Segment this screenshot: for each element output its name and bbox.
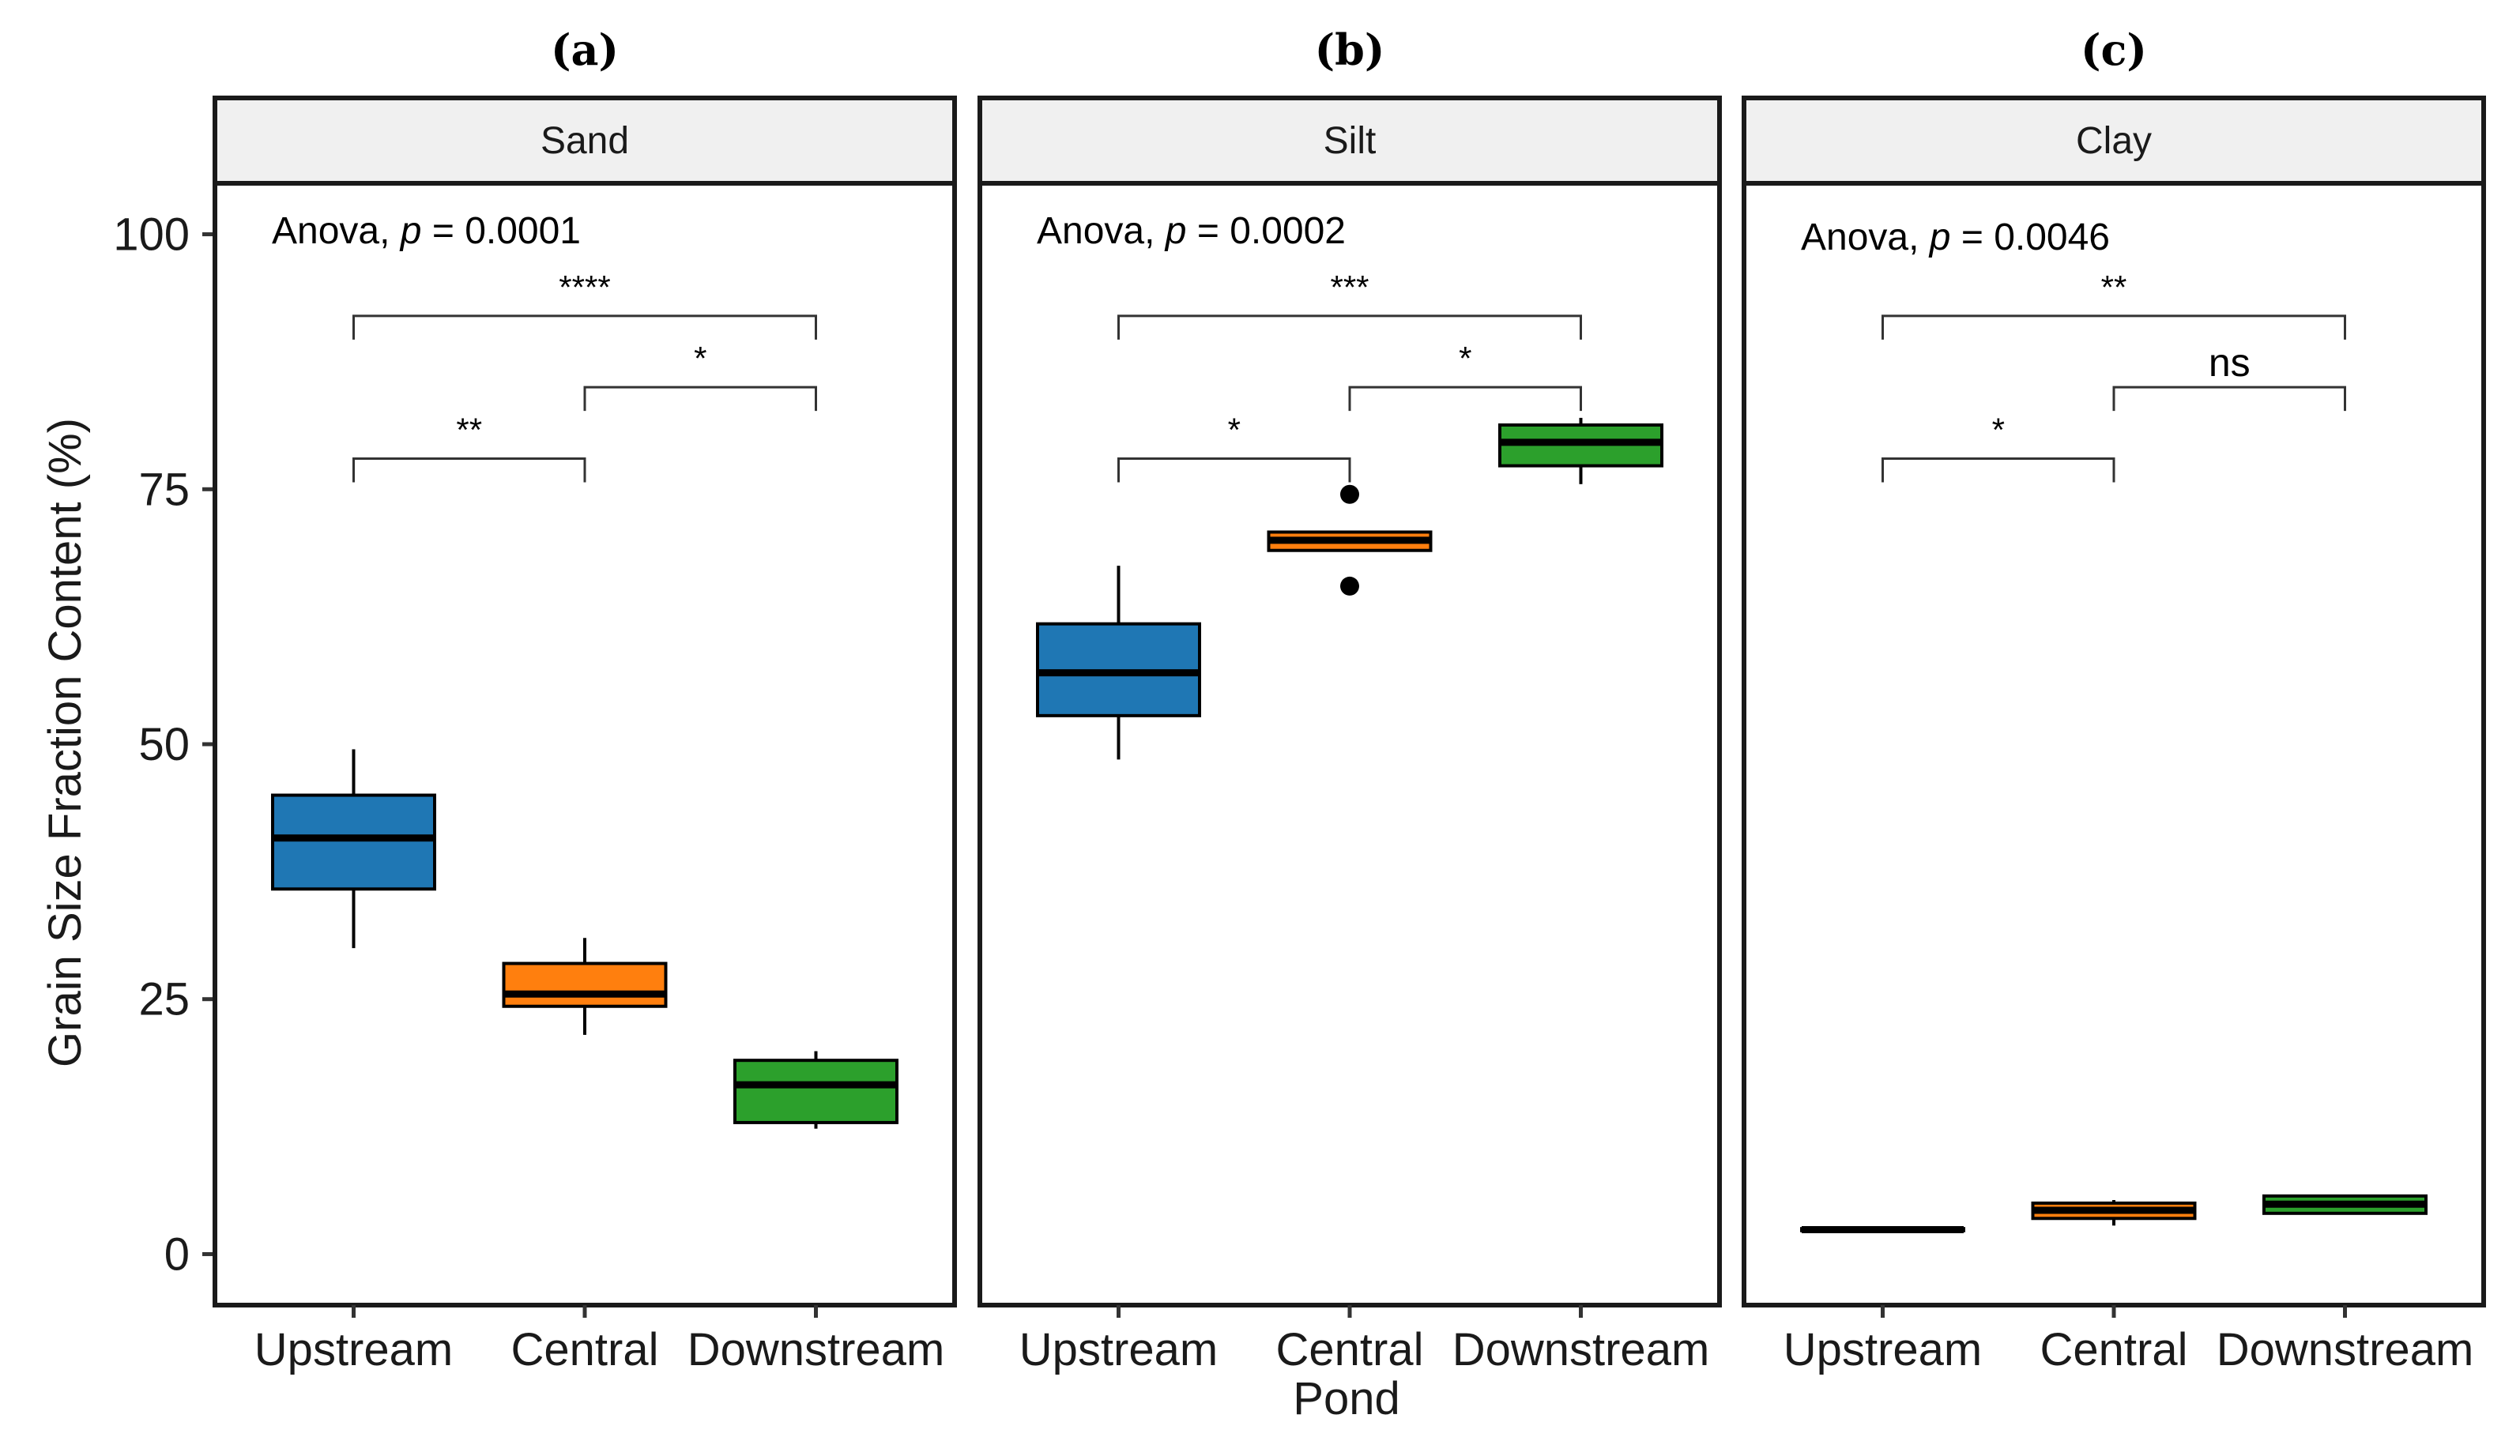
facet-strip (977, 96, 1722, 186)
box-central (502, 938, 668, 1035)
comparison-bracket (2112, 386, 2346, 412)
x-tick-label: Central (1276, 1324, 1424, 1375)
significance-label: * (1228, 412, 1241, 449)
y-tick-label: 75 (138, 464, 190, 515)
x-tick-label: Downstream (2217, 1324, 2474, 1375)
significance-label: *** (1330, 269, 1369, 306)
anova-p-value: = 0.0046 (1950, 216, 2110, 258)
significance-label: * (694, 340, 706, 377)
facet-strip (213, 96, 957, 186)
panel-frame (1742, 181, 2486, 1307)
comparison-bracket (352, 457, 586, 483)
x-tick-label: Downstream (687, 1324, 945, 1375)
panel-label: (c) (2081, 24, 2147, 75)
anova-p-value: = 0.0001 (421, 210, 581, 252)
x-tick-label: Downstream (1452, 1324, 1710, 1375)
significance-label: ns (2209, 340, 2251, 385)
facet-strip-label: Sand (541, 120, 629, 162)
box-iqr (502, 961, 668, 1008)
box-upstream (1036, 566, 1201, 760)
outlier-point (1340, 576, 1359, 596)
anova-prefix: Anova, (1801, 216, 1930, 258)
anova-label: Anova, p = 0.0002 (1037, 210, 1346, 252)
comparison-bracket (1882, 457, 2115, 483)
x-tick-label: Upstream (1019, 1324, 1218, 1375)
facet-panel-clay: (c) Clay Anova, p = 0.0046 * ns ** Upstream Cen… (1742, 24, 2486, 1375)
x-tick-label: Central (2040, 1324, 2188, 1375)
comparison-bracket (1117, 314, 1582, 340)
anova-p-symbol: p (399, 210, 422, 252)
anova-p-symbol: p (1928, 216, 1951, 258)
y-axis: 0 25 50 75 100 (113, 209, 215, 1280)
panel-label: (b) (1315, 24, 1385, 75)
x-tick-label: Upstream (1784, 1324, 1982, 1375)
box-upstream (1800, 1225, 1965, 1233)
y-tick-label: 0 (164, 1228, 190, 1280)
box-downstream (1498, 417, 1663, 484)
comparison-bracket (1117, 457, 1351, 483)
comparison-bracket (1348, 386, 1582, 412)
box-iqr (733, 1059, 898, 1124)
significance-label: **** (559, 269, 610, 306)
box-central (2031, 1200, 2197, 1226)
facet-strip-label: Silt (1324, 120, 1377, 162)
panel-frame (977, 181, 1722, 1307)
x-tick-label: Central (511, 1324, 659, 1375)
comparison-bracket (1882, 314, 2346, 340)
anova-label: Anova, p = 0.0001 (272, 210, 581, 252)
anova-prefix: Anova, (272, 210, 401, 252)
y-tick-label: 25 (138, 974, 190, 1025)
panel-frame (213, 181, 957, 1307)
facet-strip-label: Clay (2076, 120, 2152, 162)
box-iqr (271, 793, 436, 891)
box-central (1267, 484, 1433, 596)
comparison-bracket (352, 314, 817, 340)
anova-prefix: Anova, (1037, 210, 1166, 252)
y-tick-label: 50 (138, 719, 190, 770)
anova-label: Anova, p = 0.0046 (1801, 216, 2110, 258)
comparison-bracket (583, 386, 817, 412)
outlier-point (1340, 484, 1359, 504)
significance-label: * (1992, 412, 2005, 449)
x-tick-label: Upstream (254, 1324, 453, 1375)
box-downstream (733, 1051, 898, 1129)
anova-p-symbol: p (1164, 210, 1187, 252)
anova-p-value: = 0.0002 (1186, 210, 1346, 252)
significance-label: ** (456, 412, 482, 449)
y-tick-label: 100 (113, 209, 190, 261)
significance-label: ** (2101, 269, 2127, 306)
box-downstream (2262, 1194, 2428, 1215)
panel-label: (a) (551, 24, 619, 75)
significance-label: * (1459, 340, 1471, 377)
x-axis-title: Pond (1293, 1373, 1399, 1424)
y-axis-title: Grain Size Fraction Content (%) (40, 418, 91, 1067)
box-upstream (271, 749, 436, 949)
